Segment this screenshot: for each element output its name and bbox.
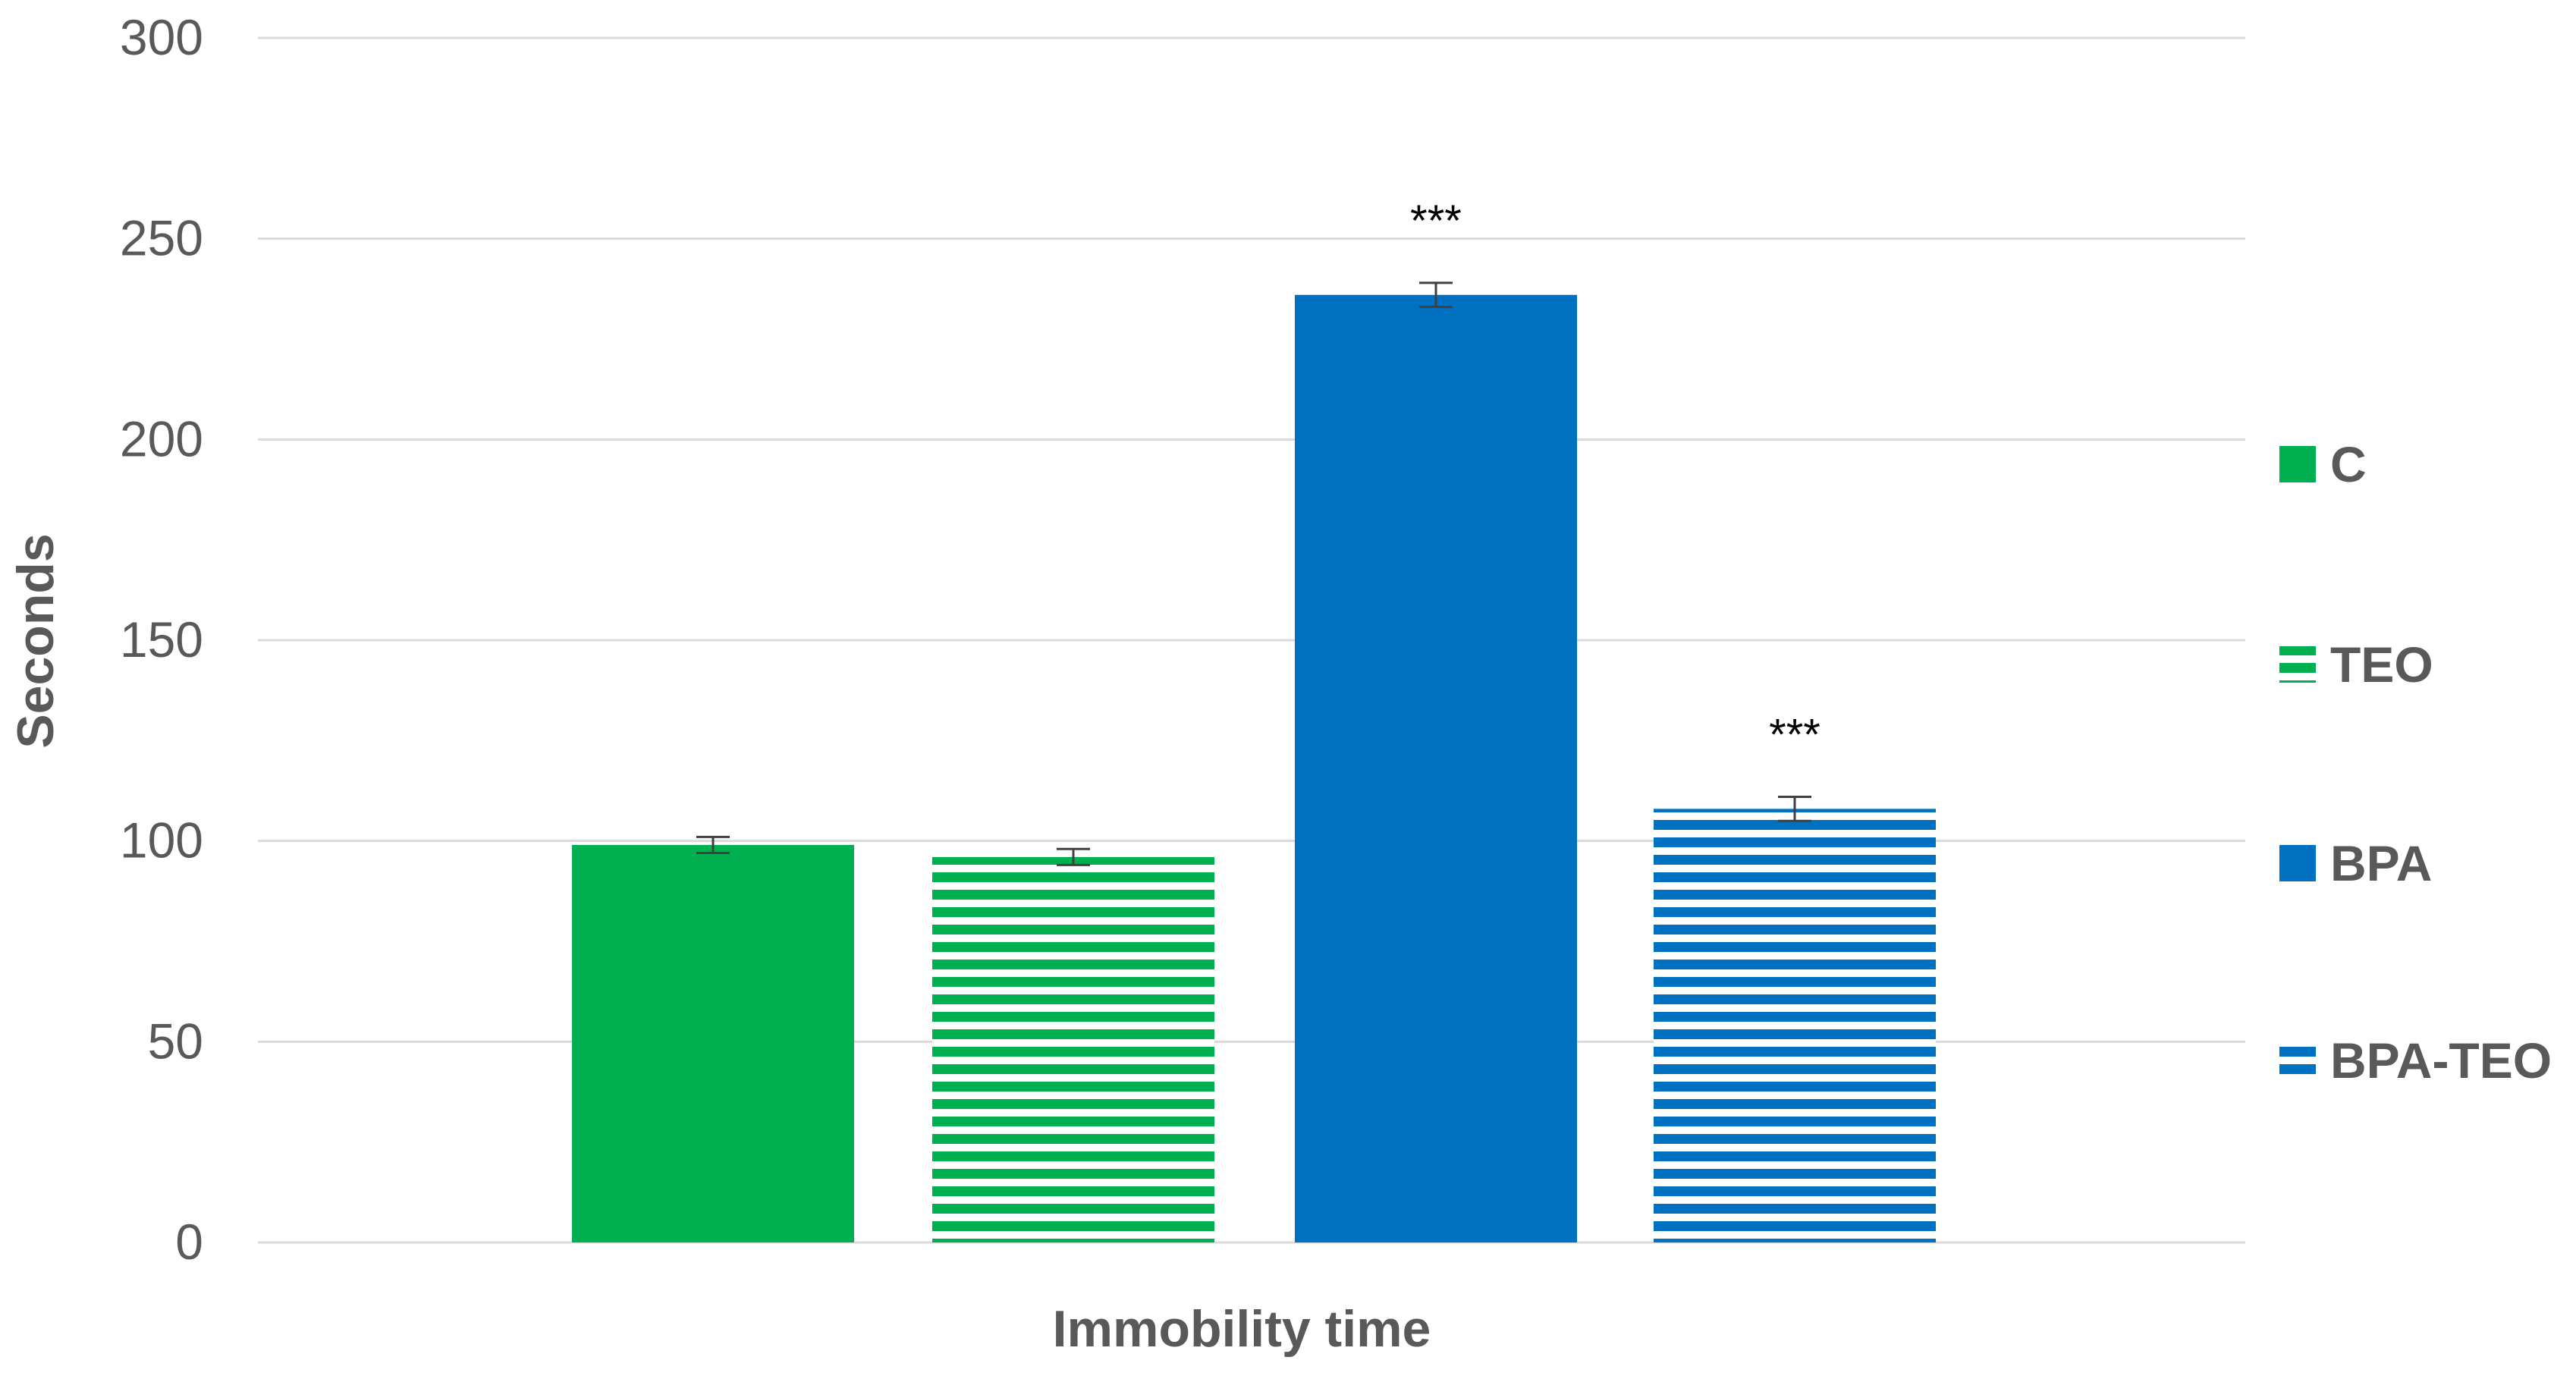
- y-tick-labels: 0 50 100 150 200 250 300: [120, 9, 203, 1270]
- y-tick-label: 250: [120, 210, 203, 266]
- bar-teo: [932, 856, 1214, 1242]
- y-axis-title: Seconds: [7, 533, 64, 748]
- legend-swatch-teo: [2279, 646, 2316, 683]
- x-axis-title: Immobility time: [1053, 1300, 1431, 1358]
- y-tick-label: 200: [120, 410, 203, 466]
- y-tick-label: 0: [175, 1214, 203, 1270]
- legend-label-bpa-teo: BPA-TEO: [2330, 1032, 2552, 1088]
- bar-c: [572, 844, 854, 1242]
- legend-swatch-bpa-teo: [2279, 1042, 2316, 1079]
- legend: C TEO BPA BPA-TEO: [2279, 436, 2552, 1088]
- significance-label-bpa-teo: ***: [1769, 710, 1820, 759]
- gridlines: [258, 36, 2245, 1244]
- legend-label-bpa: BPA: [2330, 835, 2432, 891]
- bar-bpa: [1295, 294, 1577, 1243]
- y-tick-label: 150: [120, 611, 203, 668]
- y-tick-label: 50: [148, 1013, 203, 1069]
- legend-label-teo: TEO: [2330, 636, 2433, 693]
- y-tick-label: 300: [120, 9, 203, 65]
- error-bars: [696, 281, 1811, 866]
- significance-label-bpa: ***: [1410, 196, 1462, 246]
- significance-labels: *** ***: [1410, 196, 1820, 760]
- y-tick-label: 100: [120, 812, 203, 869]
- legend-swatch-c: [2279, 446, 2316, 482]
- legend-swatch-bpa: [2279, 845, 2316, 881]
- bars: [572, 294, 1936, 1243]
- bar-bpa-teo: [1654, 809, 1936, 1242]
- legend-label-c: C: [2330, 436, 2367, 492]
